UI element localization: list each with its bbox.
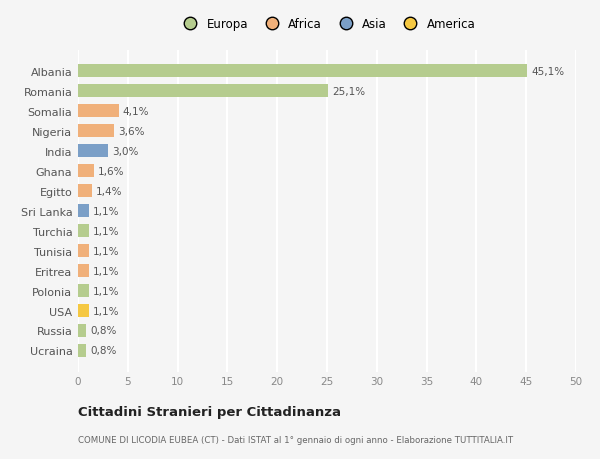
Text: 1,1%: 1,1%	[93, 266, 119, 276]
Bar	[78, 245, 89, 257]
Text: 1,1%: 1,1%	[93, 206, 119, 216]
Bar	[78, 264, 89, 277]
Bar	[78, 165, 94, 178]
Legend: Europa, Africa, Asia, America: Europa, Africa, Asia, America	[178, 18, 476, 31]
Text: 1,1%: 1,1%	[93, 226, 119, 236]
Bar	[78, 304, 89, 317]
Bar	[78, 85, 328, 98]
Text: 0,8%: 0,8%	[90, 346, 116, 356]
Text: 3,0%: 3,0%	[112, 146, 138, 157]
Bar	[78, 344, 86, 357]
Bar	[78, 224, 89, 238]
Bar	[78, 65, 527, 78]
Bar	[78, 185, 92, 198]
Text: 1,1%: 1,1%	[93, 246, 119, 256]
Bar	[78, 205, 89, 218]
Bar	[78, 105, 119, 118]
Text: 1,6%: 1,6%	[98, 166, 124, 176]
Text: 3,6%: 3,6%	[118, 126, 145, 136]
Bar	[78, 125, 114, 138]
Text: 1,1%: 1,1%	[93, 306, 119, 316]
Text: 25,1%: 25,1%	[332, 87, 365, 96]
Text: 0,8%: 0,8%	[90, 326, 116, 336]
Bar	[78, 325, 86, 337]
Bar	[78, 285, 89, 297]
Bar	[78, 145, 108, 158]
Text: 4,1%: 4,1%	[123, 106, 149, 117]
Text: Cittadini Stranieri per Cittadinanza: Cittadini Stranieri per Cittadinanza	[78, 405, 341, 419]
Text: COMUNE DI LICODIA EUBEA (CT) - Dati ISTAT al 1° gennaio di ogni anno - Elaborazi: COMUNE DI LICODIA EUBEA (CT) - Dati ISTA…	[78, 435, 513, 443]
Text: 45,1%: 45,1%	[531, 67, 565, 77]
Text: 1,1%: 1,1%	[93, 286, 119, 296]
Text: 1,4%: 1,4%	[96, 186, 122, 196]
